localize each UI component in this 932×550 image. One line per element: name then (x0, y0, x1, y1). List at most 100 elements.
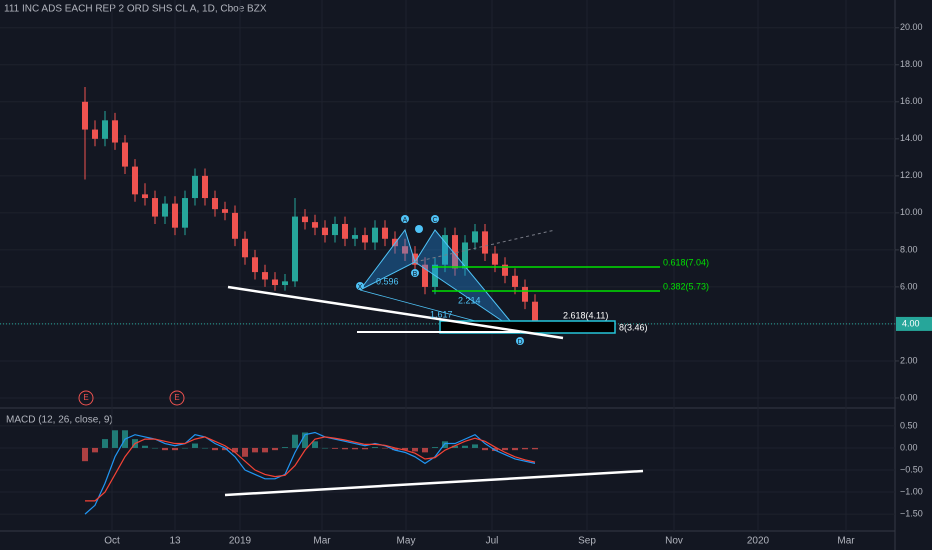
candle-body (472, 231, 478, 243)
candle-body (412, 253, 418, 265)
ratio-label: 2.214 (458, 295, 481, 305)
x-tick-label: 13 (169, 536, 181, 547)
candle-body (382, 227, 388, 239)
y-tick-label: 0.50 (900, 420, 918, 430)
candle-body (352, 235, 358, 239)
y-tick-label: −1.50 (900, 508, 923, 518)
histogram-bar (142, 445, 148, 448)
histogram-bar (172, 447, 178, 451)
fib-label: 8(3.46) (619, 322, 648, 332)
x-tick-label: 2019 (229, 536, 252, 547)
y-tick-label: 0.00 (900, 392, 918, 402)
candle-body (482, 231, 488, 254)
candle-body (102, 120, 108, 139)
pattern-points (356, 215, 524, 345)
macd-line (84, 431, 536, 515)
candle-body (122, 142, 128, 167)
y-tick-label: 18.00 (900, 59, 923, 69)
x-tick-label: Mar (313, 536, 331, 547)
histogram-bar (102, 439, 108, 448)
histogram-bar (342, 447, 348, 450)
candle-body (142, 194, 148, 199)
point-label: D (517, 339, 522, 346)
histogram-bar (232, 447, 238, 453)
candle-body (372, 227, 378, 243)
candle-body (442, 235, 448, 265)
histogram-bar (192, 443, 198, 448)
candle-body (242, 238, 248, 258)
event-label: E (83, 393, 88, 402)
y-tick-label: 0.00 (900, 442, 918, 452)
y-tick-label: 10.00 (900, 207, 923, 217)
histogram-bar (482, 447, 488, 451)
histogram-bar (272, 447, 278, 451)
drawings (224, 228, 660, 497)
histogram-bar (352, 447, 358, 450)
candle-body (392, 238, 398, 247)
histogram-bar (472, 444, 478, 448)
candle-body (162, 203, 168, 217)
event-marker (78, 390, 94, 406)
histogram-bar (382, 447, 388, 449)
point-marker (431, 215, 439, 223)
candle-body (322, 227, 328, 236)
histogram-bar (452, 445, 458, 448)
ratio-label: 0.596 (376, 276, 399, 286)
candle-body (262, 272, 268, 280)
candle-body (292, 216, 298, 282)
candle-body (282, 281, 288, 286)
histogram-bar (332, 447, 338, 449)
candle-body (92, 129, 98, 139)
histogram-bar (162, 447, 168, 451)
histogram-bar (502, 447, 508, 451)
histogram-bar (242, 447, 248, 457)
candle-body (462, 242, 468, 269)
x-tick-label: Sep (578, 536, 596, 547)
candle-body (502, 264, 508, 276)
point-label: B (413, 271, 418, 278)
histogram-bar (252, 447, 258, 453)
y-tick-label: 16.00 (900, 96, 923, 106)
x-tick-label: Mar (837, 536, 855, 547)
x-tick-label: 2020 (747, 536, 770, 547)
histogram-bar (302, 432, 308, 448)
histogram-bar (392, 447, 398, 451)
candle-body (272, 279, 278, 286)
histogram-bar (92, 447, 98, 453)
histogram-bar (292, 434, 298, 448)
y-tick-label: −0.50 (900, 464, 923, 474)
y-tick-label: 12.00 (900, 170, 923, 180)
point-label: X (358, 284, 363, 291)
histogram-bar (442, 441, 448, 448)
candle-body (492, 253, 498, 265)
fib-label: 0.382(5.73) (663, 281, 709, 291)
signal-line (85, 436, 536, 502)
candle-body (452, 235, 458, 269)
histogram-bar (282, 447, 288, 448)
y-tick-label: 6.00 (900, 281, 918, 291)
histogram-bar (422, 447, 428, 453)
histogram-bar (432, 447, 438, 448)
histogram-bar (462, 445, 468, 448)
histogram-bar (212, 447, 218, 451)
histogram-bar (512, 447, 518, 451)
candle-body (202, 175, 208, 199)
candle-body (362, 235, 368, 243)
histogram-bar (412, 447, 418, 452)
support-line (227, 285, 564, 340)
y-tick-label: 14.00 (900, 133, 923, 143)
macd-support-line (224, 469, 644, 497)
histogram-bar (322, 447, 328, 449)
indicator-title: MACD (12, 26, close, 9) (6, 415, 113, 426)
candle-body (532, 301, 538, 328)
candle-body (342, 223, 348, 239)
histogram-bar (202, 447, 208, 449)
histogram-bar (532, 447, 538, 450)
pattern-xab (359, 228, 416, 291)
candle-body (252, 257, 258, 273)
point-marker (356, 282, 364, 290)
histogram-bar (182, 447, 188, 449)
